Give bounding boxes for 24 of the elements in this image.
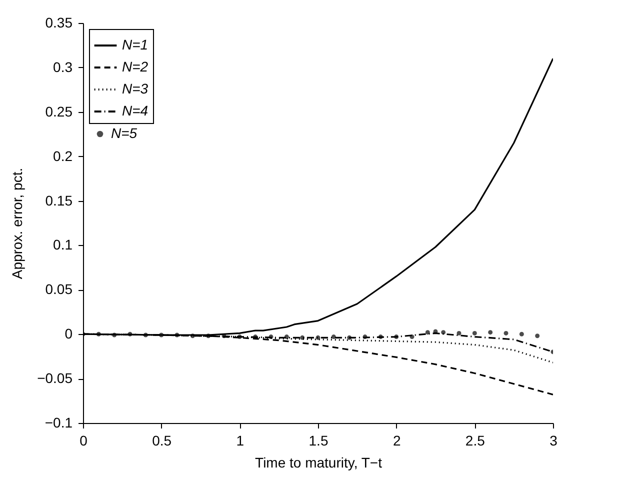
x-tick-label: 1.5	[308, 432, 328, 448]
y-axis-title: Approx. error, pct.	[9, 168, 26, 280]
x-tick-label: 2	[392, 432, 401, 448]
legend-label: N=1	[122, 36, 148, 52]
x-tick-label: 2.5	[465, 432, 486, 448]
y-tick-label: 0.35	[45, 14, 73, 30]
y-tick-label: 0	[64, 326, 73, 342]
y-tick-label: −0.1	[44, 414, 73, 430]
x-tick-label: 0.5	[152, 432, 172, 448]
y-tick-label: 0.15	[45, 192, 73, 208]
x-tick-label: 0	[80, 432, 88, 448]
y-tick-label: −0.05	[37, 370, 73, 386]
y-tick-label: 0.25	[45, 103, 73, 120]
legend-label: N=4	[122, 102, 148, 118]
legend-label: N=5	[111, 125, 138, 141]
x-tick-label: 1	[236, 432, 244, 448]
legend-label: N=3	[122, 80, 148, 96]
y-tick-label: 0.05	[45, 281, 73, 298]
y-tick-label: 0.3	[53, 58, 73, 75]
x-tick-label: 3	[550, 432, 558, 448]
legend-label: N=2	[122, 58, 148, 74]
y-tick-label: 0.1	[53, 236, 73, 253]
y-tick-label: 0.2	[53, 148, 73, 164]
x-axis-title: Time to maturity, T−t	[255, 454, 382, 470]
